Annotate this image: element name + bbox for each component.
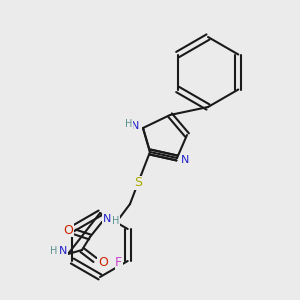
Text: H: H — [112, 216, 120, 226]
Text: H: H — [50, 246, 58, 256]
Text: N: N — [103, 214, 111, 224]
Text: F: F — [115, 256, 122, 269]
Text: O: O — [98, 256, 108, 268]
Text: O: O — [63, 224, 73, 236]
Text: N: N — [59, 246, 67, 256]
Text: H: H — [125, 119, 133, 129]
Text: S: S — [134, 176, 142, 190]
Text: N: N — [131, 121, 139, 131]
Text: N: N — [181, 155, 189, 165]
